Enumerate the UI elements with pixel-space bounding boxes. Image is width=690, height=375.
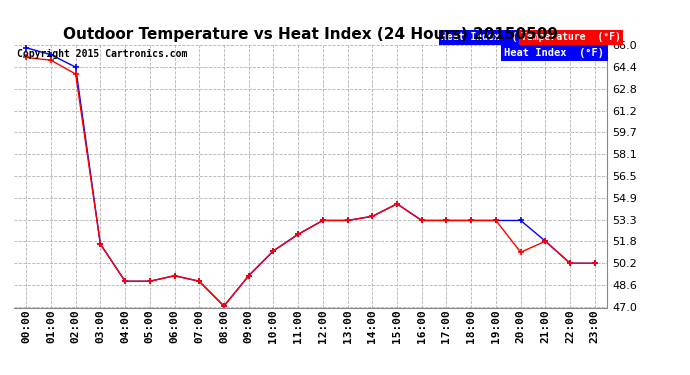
Title: Outdoor Temperature vs Heat Index (24 Hours) 20150509: Outdoor Temperature vs Heat Index (24 Ho… — [63, 27, 558, 42]
Text: Heat Index  (°F): Heat Index (°F) — [504, 48, 604, 58]
Text: Heat Index  (°F): Heat Index (°F) — [441, 32, 535, 42]
Text: Temperature  (°F): Temperature (°F) — [521, 32, 621, 42]
Text: Copyright 2015 Cartronics.com: Copyright 2015 Cartronics.com — [17, 49, 187, 59]
